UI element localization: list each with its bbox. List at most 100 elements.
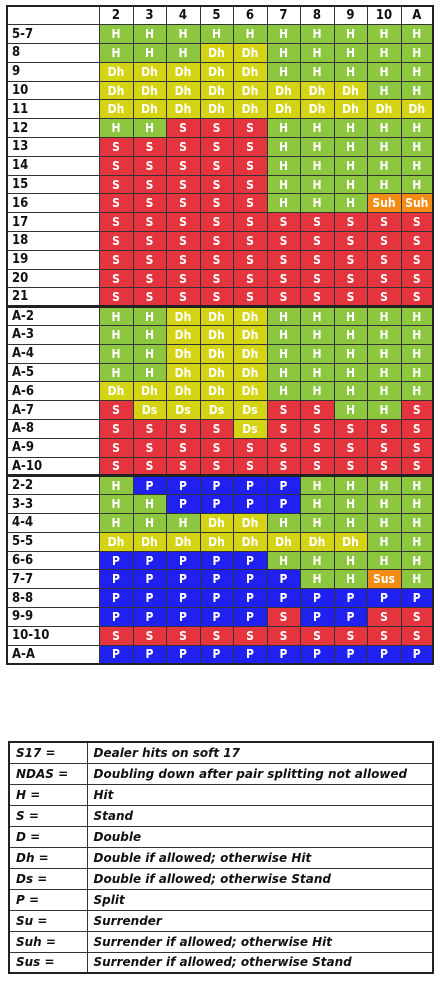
action-cell: H xyxy=(98,325,134,345)
legend-value: Hit xyxy=(86,783,434,806)
action-cell: H xyxy=(132,24,167,45)
action-cell: H xyxy=(266,513,301,533)
action-cell: Dh xyxy=(132,61,167,82)
legend-row: S17 = Dealer hits on soft 17 xyxy=(8,741,434,764)
action-cell: S xyxy=(199,287,234,308)
action-cell: P xyxy=(132,588,167,608)
action-cell: H xyxy=(266,61,301,82)
action-cell: Dh xyxy=(232,43,268,63)
action-cell: H xyxy=(400,343,434,364)
legend-key: Suh = xyxy=(8,930,88,953)
action-cell: S xyxy=(132,137,167,157)
action-cell: H xyxy=(400,381,434,402)
legend-value: Surrender if allowed; otherwise Stand xyxy=(86,951,434,974)
action-cell: S xyxy=(132,625,167,646)
action-cell: H xyxy=(333,24,368,45)
action-cell: H xyxy=(366,80,402,101)
action-cell: S xyxy=(400,287,434,308)
action-cell: P xyxy=(366,588,402,608)
player-hand-label: 4-4 xyxy=(6,513,100,533)
legend-key: P = xyxy=(8,888,88,911)
dealer-card-header: 6 xyxy=(232,5,268,26)
legend-value: Dealer hits on soft 17 xyxy=(86,741,434,764)
legend-value: Surrender xyxy=(86,909,434,932)
action-cell: S xyxy=(199,118,234,139)
action-cell: Dh xyxy=(299,80,335,101)
dealer-card-header: 5 xyxy=(199,5,234,26)
action-cell: S xyxy=(266,419,301,439)
action-cell: Dh xyxy=(232,381,268,402)
hand-row: 15 S S S S S H H H H H xyxy=(6,174,434,195)
action-cell: H xyxy=(333,494,368,515)
action-cell: P xyxy=(132,644,167,665)
action-cell: P xyxy=(232,494,268,515)
action-cell: S xyxy=(232,287,268,308)
hand-row: 18 S S S S S S S S S S xyxy=(6,231,434,251)
action-cell: S xyxy=(132,193,167,214)
action-cell: H xyxy=(333,43,368,63)
action-cell: H xyxy=(132,494,167,515)
action-cell: S xyxy=(366,437,402,458)
player-hand-label: A-4 xyxy=(6,343,100,364)
action-cell: H xyxy=(333,174,368,195)
legend-key: Sus = xyxy=(8,951,88,974)
action-cell: Dh xyxy=(132,381,167,402)
player-hand-label: 7-7 xyxy=(6,569,100,590)
action-cell: S xyxy=(266,625,301,646)
action-cell: S xyxy=(98,419,134,439)
action-cell: S xyxy=(299,231,335,251)
hand-row: 12 H H S S S H H H H H xyxy=(6,118,434,139)
action-cell: P xyxy=(98,644,134,665)
action-cell: Dh xyxy=(299,531,335,552)
action-cell: S xyxy=(165,193,201,214)
action-cell: S xyxy=(132,231,167,251)
hand-row: 8-8 P P P P P P P P P P xyxy=(6,588,434,608)
action-cell: S xyxy=(232,193,268,214)
hand-row: 17 S S S S S S S S S S xyxy=(6,212,434,233)
action-cell: S xyxy=(199,155,234,176)
hand-row: 9-9 P P P P P S P P S S xyxy=(6,607,434,627)
action-cell: S xyxy=(98,193,134,214)
hand-row: A-A P P P P P P P P P P xyxy=(6,644,434,665)
action-cell: S xyxy=(199,437,234,458)
action-cell: S xyxy=(333,231,368,251)
action-cell: H xyxy=(299,494,335,515)
action-cell: Dh xyxy=(132,80,167,101)
action-cell: P xyxy=(132,550,167,571)
action-cell: S xyxy=(266,212,301,233)
action-cell: H xyxy=(333,474,368,496)
action-cell: S xyxy=(299,287,335,308)
action-cell: H xyxy=(333,155,368,176)
action-cell: H xyxy=(299,305,335,327)
action-cell: P xyxy=(132,607,167,627)
legend-key: Dh = xyxy=(8,846,88,869)
action-cell: H xyxy=(333,569,368,590)
action-cell: H xyxy=(333,193,368,214)
action-cell: H xyxy=(333,325,368,345)
action-cell: S xyxy=(299,456,335,477)
action-cell: S xyxy=(199,231,234,251)
action-cell: P xyxy=(199,569,234,590)
action-cell: S xyxy=(98,287,134,308)
player-hand-label: 9-9 xyxy=(6,607,100,627)
action-cell: Dh xyxy=(165,343,201,364)
legend-row: Dh = Double if allowed; otherwise Hit xyxy=(8,846,434,869)
action-cell: H xyxy=(400,569,434,590)
action-cell: Dh xyxy=(299,99,335,120)
action-cell: Dh xyxy=(232,325,268,345)
action-cell: P xyxy=(232,644,268,665)
action-cell: H xyxy=(366,381,402,402)
action-cell: H xyxy=(400,513,434,533)
action-cell: H xyxy=(132,43,167,63)
corner-cell xyxy=(6,5,100,26)
action-cell: S xyxy=(366,268,402,289)
legend-value: Stand xyxy=(86,804,434,827)
action-cell: S xyxy=(199,268,234,289)
action-cell: P xyxy=(333,607,368,627)
action-cell: S xyxy=(333,419,368,439)
action-cell: Dh xyxy=(199,343,234,364)
action-cell: P xyxy=(199,588,234,608)
action-cell: H xyxy=(400,174,434,195)
action-cell: H xyxy=(366,61,402,82)
action-cell: S xyxy=(199,456,234,477)
